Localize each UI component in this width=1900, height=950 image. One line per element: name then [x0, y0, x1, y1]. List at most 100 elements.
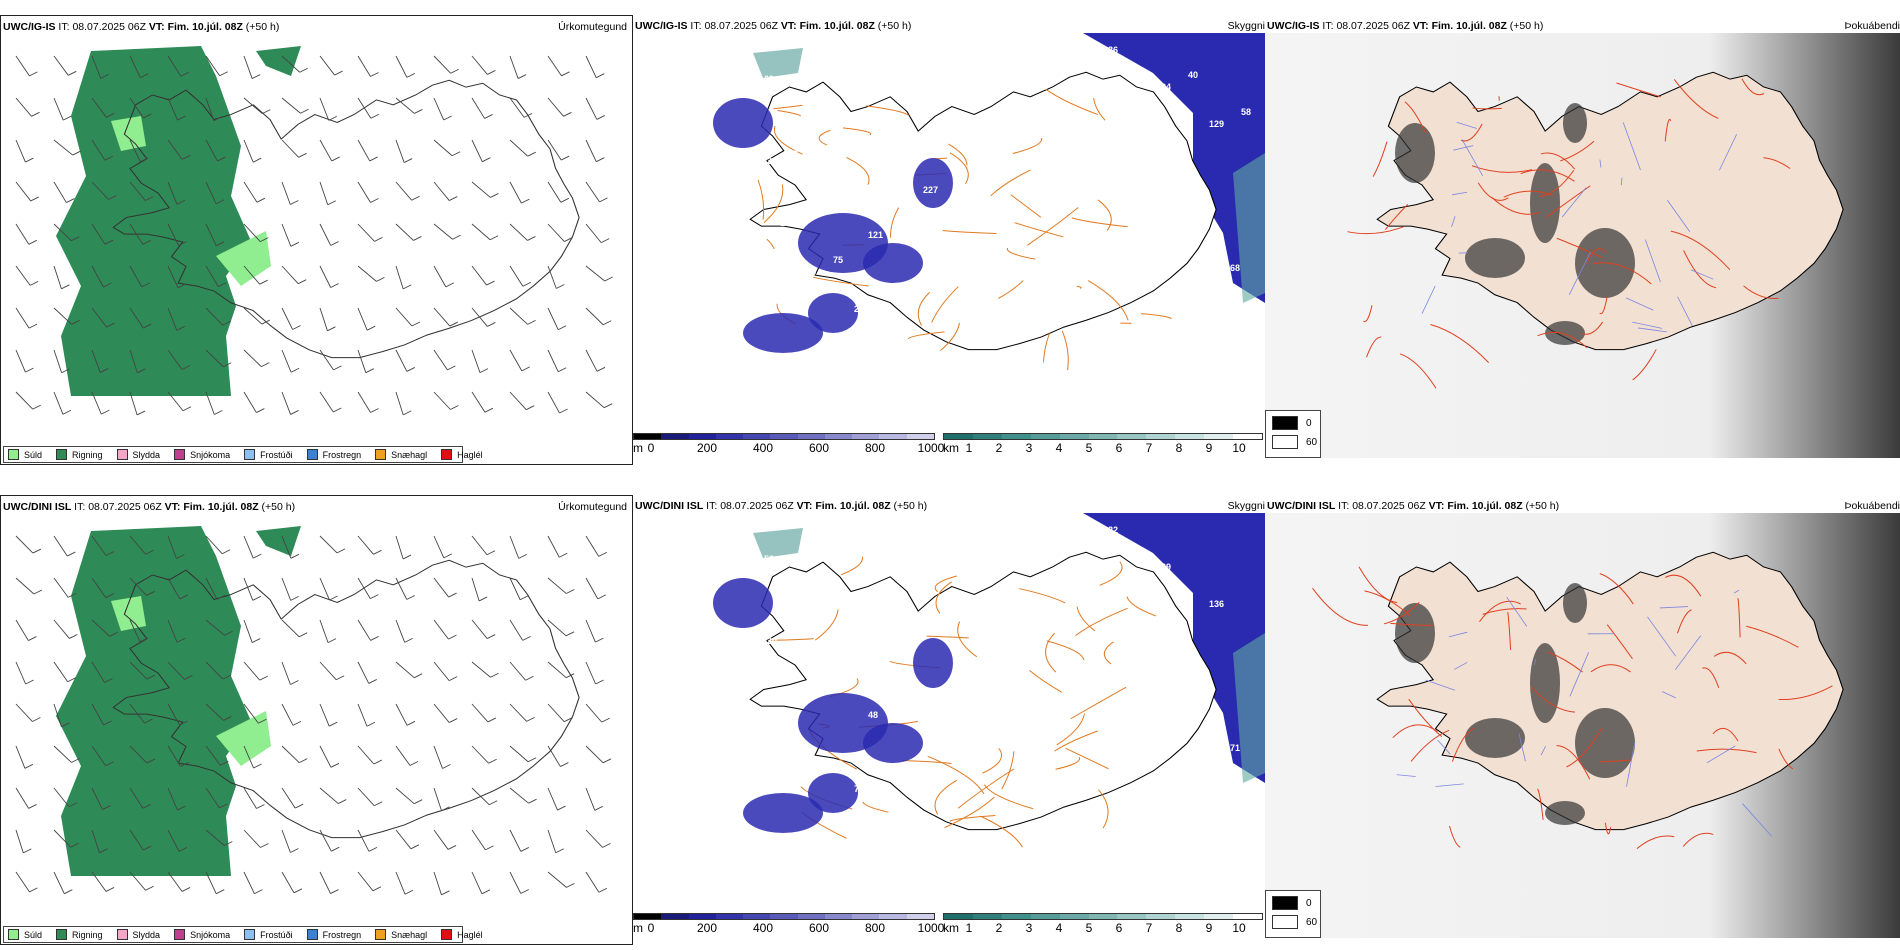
legend-item: Haglél [441, 449, 483, 460]
colorbar-tick: 4 [1055, 441, 1063, 455]
model-name: UWC/DINI ISL [1267, 500, 1336, 512]
visibility-value: 53 [764, 554, 774, 564]
colorbar-tick: 6 [1115, 441, 1123, 455]
visibility-panel: UWC/DINI ISL IT: 08.07.2025 06Z VT: Fim.… [633, 495, 1265, 945]
valid-time: Fim. 10.júl. 08Z [799, 20, 875, 32]
colorbar-cell [1088, 434, 1118, 439]
low-visibility-area [863, 243, 923, 283]
fog-map [1265, 513, 1900, 938]
init-time-label: IT: [690, 20, 702, 32]
legend-swatch [1272, 416, 1298, 430]
low-visibility-area [863, 723, 923, 763]
model-name: UWC/DINI ISL [635, 500, 704, 512]
visibility-value: 124 [1156, 82, 1171, 92]
visibility-panel: UWC/IG-IS IT: 08.07.2025 06Z VT: Fim. 10… [633, 15, 1265, 465]
legend-label: Haglél [457, 929, 483, 940]
visibility-value: 62 [870, 148, 880, 158]
legend-swatch [1272, 915, 1298, 929]
colorbar-cell [906, 914, 934, 919]
visibility-value: 190 [778, 780, 793, 790]
colorbar-tick: 0 [647, 921, 655, 935]
fog-legend-item: 60 [1272, 915, 1320, 929]
colorbar-cell [879, 434, 907, 439]
visibility-value: 40 [1013, 595, 1023, 605]
colorbar-cell [1001, 434, 1031, 439]
colorbar-tick: 200 [696, 921, 718, 935]
visibility-colorbar-cells [943, 913, 1263, 920]
init-time: 08.07.2025 06Z [704, 20, 778, 32]
legend-label: Snjókoma [190, 449, 231, 460]
colorbar-tick: 400 [752, 441, 774, 455]
fog-index-panel: UWC/DINI ISL IT: 08.07.2025 06Z VT: Fim.… [1265, 495, 1900, 945]
visibility-unit: km [943, 441, 959, 455]
colorbar-cell [770, 434, 798, 439]
colorbar-cell [1146, 914, 1176, 919]
colorbar-cell [1233, 434, 1262, 439]
colorbar-cell [661, 914, 689, 919]
lead-time: (+50 h) [1509, 20, 1544, 32]
colorbar-cell [824, 914, 853, 919]
low-visibility-area [713, 98, 773, 148]
colorbar-tick: 8 [1175, 921, 1183, 935]
terrain-colorbar-ticks: 0 200 400 600 800 1000 [633, 920, 945, 935]
panel-header: UWC/IG-IS IT: 08.07.2025 06Z VT: Fim. 10… [1267, 20, 1543, 32]
legend-label: Snæhagl [391, 929, 428, 940]
visibility-value: 120 [762, 636, 777, 646]
legend-swatch [441, 929, 453, 940]
visibility-value: 42 [960, 558, 970, 568]
init-time-label: IT: [74, 501, 86, 513]
visibility-value: 69 [907, 821, 917, 831]
colorbar-cell [661, 434, 689, 439]
visibility-value: 75 [833, 255, 843, 265]
low-visibility-sea [1083, 33, 1265, 303]
legend-swatch [1272, 435, 1298, 449]
legend-item: Snjókoma [174, 449, 230, 460]
visibility-value: 135 [801, 267, 816, 277]
drizzle-area [216, 231, 271, 286]
terrain-colorbar: 0 200 400 600 800 1000 m [633, 433, 944, 455]
legend-swatch [441, 449, 453, 460]
visibility-value: 54 [817, 591, 827, 601]
colorbar-cell [1117, 914, 1147, 919]
rain-area [256, 46, 301, 76]
legend-label: Frostúði [260, 929, 293, 940]
valid-time-label: VT: [780, 20, 797, 32]
visibility-value: 40 [1172, 706, 1182, 716]
wind-barbs [15, 55, 613, 416]
colorbar-tick: 8 [1175, 441, 1183, 455]
model-name: UWC/IG-IS [1267, 20, 1320, 32]
colorbar-cell [743, 434, 771, 439]
fog-legend-item: 0 [1272, 416, 1320, 430]
colorbar-cell [944, 914, 973, 919]
legend-label: Frostregn [322, 449, 362, 460]
valid-time-label: VT: [148, 21, 165, 33]
legend-swatch [8, 449, 19, 460]
colorbar-cell [715, 434, 744, 439]
colorbar-tick: 5 [1085, 921, 1093, 935]
terrain-unit: m [633, 921, 643, 935]
colorbar-tick: 2 [995, 441, 1003, 455]
visibility-value: 129 [1209, 119, 1224, 129]
terrain-colorbar-cells [633, 913, 935, 920]
visibility-value: 69 [764, 74, 774, 84]
panel-title: Skyggni [1227, 500, 1265, 512]
visibility-area [1233, 153, 1265, 303]
visibility-value: 144 [1119, 189, 1134, 199]
init-time: 08.07.2025 06Z [720, 500, 794, 512]
colorbar-cell [879, 914, 907, 919]
low-visibility-area [808, 773, 858, 813]
precip-type-panel: UWC/DINI ISL IT: 08.07.2025 06Z VT: Fim.… [0, 495, 633, 945]
drizzle-area [111, 596, 146, 631]
colorbar-tick: 9 [1205, 921, 1213, 935]
colorbar-tick: 800 [864, 441, 886, 455]
init-time: 08.07.2025 06Z [72, 21, 146, 33]
colorbar-tick: 4 [1055, 921, 1063, 935]
visibility-value: 126 [762, 156, 777, 166]
fog-area [1395, 123, 1435, 183]
precip-legend: Súld Rigning Slydda Snjókoma Frostúði Frostre… [3, 926, 483, 943]
legend-item: Frostúði [244, 929, 293, 940]
low-visibility-area [743, 313, 823, 353]
precip-legend-items: Súld Rigning Slydda Snjókoma Frostúði Frostre… [8, 449, 497, 460]
colorbar-tick: 2 [995, 921, 1003, 935]
rain-area [56, 526, 251, 876]
